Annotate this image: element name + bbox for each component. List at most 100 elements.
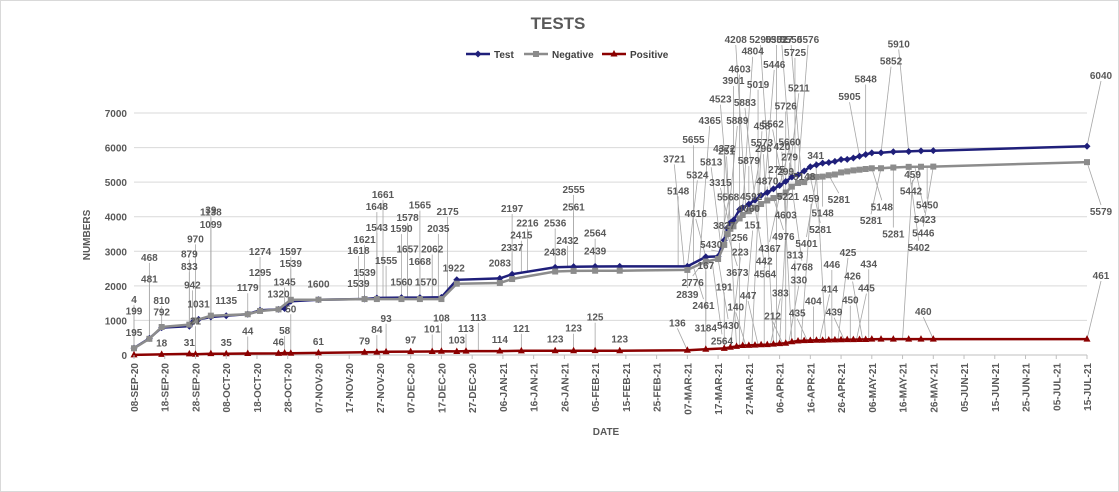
data-label: 167 (697, 261, 714, 272)
y-axis-title: NUMBERS (82, 209, 93, 260)
data-label: 5423 (914, 215, 937, 226)
negative-point (616, 267, 623, 274)
data-label: 35 (221, 338, 233, 349)
x-tick-label: 26-APR-21 (837, 363, 848, 413)
data-label: 3673 (726, 268, 749, 279)
data-label: 792 (153, 308, 170, 319)
test-point (843, 155, 851, 163)
data-label: 4564 (754, 270, 777, 281)
negative-point (758, 201, 765, 208)
data-label: 151 (744, 220, 761, 231)
data-label: 114 (492, 335, 509, 346)
data-label: 5879 (738, 156, 761, 167)
positive-point (158, 350, 166, 357)
positive-point (130, 350, 138, 358)
data-label: 458 (754, 121, 771, 132)
data-label: 459 (904, 170, 921, 181)
x-tick-label: 27-DEC-20 (468, 363, 479, 413)
positive-point (862, 335, 870, 342)
negative-point (570, 267, 577, 274)
data-label: 50 (285, 304, 297, 315)
data-label: 5579 (1090, 207, 1113, 218)
x-tick-label: 06-APR-21 (776, 363, 787, 413)
data-label: 5576 (797, 35, 820, 46)
data-label: 5301 (765, 35, 788, 46)
data-label: 97 (405, 336, 417, 347)
data-label: 5221 (777, 192, 800, 203)
data-label: 4372 (713, 144, 736, 155)
data-label: 2438 (544, 247, 567, 258)
data-label: 3901 (722, 76, 745, 87)
negative-point (844, 168, 851, 175)
data-label: 1648 (366, 202, 389, 213)
negative-point (905, 163, 912, 170)
positive-point (806, 336, 814, 343)
data-label: 2062 (421, 244, 444, 255)
data-label: 460 (915, 307, 932, 318)
positive-point (889, 335, 897, 342)
negative-point (186, 321, 193, 328)
negative-point (739, 211, 746, 218)
leader-line (773, 197, 784, 231)
leader-line (751, 131, 763, 346)
data-label: 251 (718, 146, 735, 157)
data-label: 1031 (187, 299, 210, 310)
positive-point (782, 339, 790, 346)
negative-point (315, 296, 322, 303)
data-label: 810 (153, 296, 170, 307)
negative-point (287, 296, 294, 303)
test-point (849, 154, 857, 162)
data-label: 140 (727, 302, 744, 313)
test-point (729, 216, 737, 224)
series-line-test (133, 144, 1088, 350)
data-label: 256 (731, 233, 748, 244)
negative-point (930, 163, 937, 170)
x-tick-label: 26-JAN-21 (560, 363, 571, 412)
data-label: 1345 (274, 278, 297, 289)
data-label: 1135 (215, 296, 237, 307)
data-label: 341 (807, 151, 824, 162)
data-label: 5446 (763, 60, 786, 71)
y-axis: 0 1000 2000 3000 4000 5000 6000 7000 (105, 109, 128, 362)
positive-point (856, 335, 864, 343)
test-point (877, 149, 885, 157)
leader-line (769, 298, 781, 345)
data-label: 5019 (747, 80, 770, 91)
data-label: 2776 (682, 278, 705, 289)
data-label: 123 (565, 324, 582, 335)
negative-point (1084, 159, 1090, 166)
leader-line (796, 318, 808, 341)
negative-point (398, 296, 405, 303)
data-label: 1295 (249, 268, 272, 279)
data-label: 313 (787, 250, 804, 261)
data-label: 2415 (510, 231, 533, 242)
data-label: 5290 (749, 35, 772, 46)
data-label: 1560 (390, 278, 413, 289)
positive-point (733, 342, 741, 349)
negative-point (782, 189, 789, 196)
leader-line (711, 260, 723, 335)
leader-line (763, 69, 775, 194)
test-point (800, 167, 808, 175)
test-point (745, 200, 753, 208)
data-label: 439 (826, 308, 843, 319)
data-label: 5402 (908, 243, 931, 254)
data-label: 5401 (795, 239, 818, 250)
data-label: 446 (823, 260, 840, 271)
positive-point (769, 340, 777, 347)
positive-point (819, 336, 827, 343)
data-label: 833 (181, 262, 198, 273)
leader-line (779, 147, 790, 186)
data-label: 84 (371, 325, 383, 336)
data-label: 2175 (436, 207, 459, 218)
negative-point (257, 307, 264, 314)
data-label: 2432 (556, 236, 579, 247)
data-label: 39 (205, 206, 217, 217)
positive-point (929, 335, 937, 342)
positive-point (361, 348, 369, 355)
data-label: 5148 (793, 172, 816, 183)
data-label: 2564 (711, 336, 734, 347)
data-label: 93 (381, 314, 393, 325)
negative-point (770, 195, 777, 202)
positive-point (837, 335, 845, 343)
